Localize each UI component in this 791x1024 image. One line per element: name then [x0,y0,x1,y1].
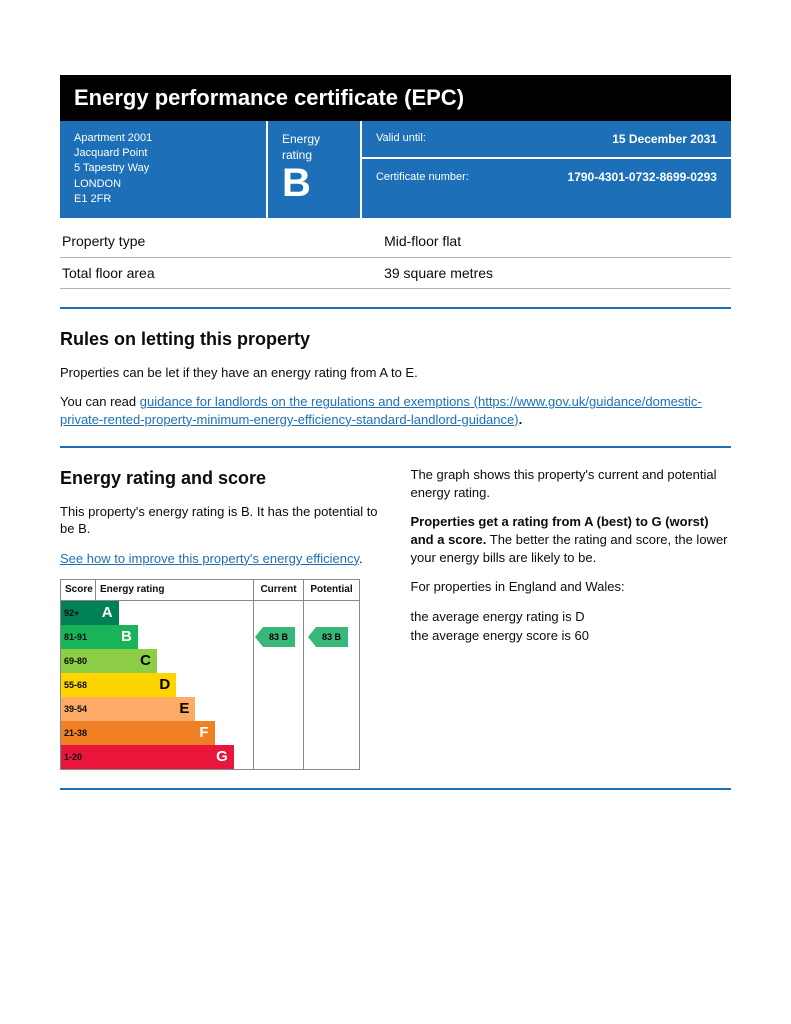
certificate-number-value: 1790-4301-0732-8699-0293 [568,169,717,185]
band-current [254,745,304,769]
rating-right-p3: For properties in England and Wales: [411,578,732,596]
letting-paragraph-2: You can read guidance for landlords on t… [60,393,731,428]
rating-left-p1: This property's energy rating is B. It h… [60,503,381,538]
kv-label: Property type [60,226,382,257]
letting-paragraph-1: Properties can be let if they have an en… [60,364,731,382]
chart-band-row: 1-20 G [61,745,359,769]
band-score: 1-20 [64,745,82,769]
landlord-guidance-link[interactable]: guidance for landlords on the regulation… [60,394,702,427]
band-potential [304,673,359,697]
property-address: Apartment 2001Jacquard Point5 Tapestry W… [60,121,268,218]
section-divider [60,307,731,309]
section-divider [60,446,731,448]
band-current [254,721,304,745]
table-row: Total floor area 39 square metres [60,257,731,289]
band-current: 83 B [254,625,304,649]
chart-band-row: 69-80 C [61,649,359,673]
kv-value: 39 square metres [382,257,731,289]
rating-tag: 83 B [263,627,295,647]
table-row: Property type Mid-floor flat [60,226,731,257]
rating-right-avg-rating: the average energy rating is D [411,608,732,626]
chart-band-row: 39-54 E [61,697,359,721]
chart-head-score: Score [61,580,96,600]
band-potential [304,721,359,745]
chart-band-row: 55-68 D [61,673,359,697]
certificate-number-label: Certificate number: [376,170,469,185]
band-current [254,649,304,673]
band-current [254,697,304,721]
band-potential: 83 B [304,625,359,649]
chart-band-row: 92+ A [61,601,359,625]
band-score: 69-80 [64,649,87,673]
valid-until-row: Valid until: 15 December 2031 [362,121,731,157]
header-rating: Energy rating B [268,121,362,218]
band-potential [304,697,359,721]
page-title: Energy performance certificate (EPC) [60,75,731,121]
valid-until-value: 15 December 2031 [612,131,717,147]
energy-rating-chart: Score Energy rating Current Potential 92… [60,579,360,770]
band-score: 39-54 [64,697,87,721]
chart-head-potential: Potential [304,580,359,600]
rating-letter: B [282,166,346,200]
header-panel: Apartment 2001Jacquard Point5 Tapestry W… [60,121,731,218]
band-score: 81-91 [64,625,87,649]
rating-right-p1: The graph shows this property's current … [411,466,732,501]
letting-p2-prefix: You can read [60,394,140,409]
band-score: 92+ [64,601,79,625]
band-potential [304,745,359,769]
band-current [254,601,304,625]
rating-right-p2: Properties get a rating from A (best) to… [411,513,732,566]
chart-head-current: Current [254,580,304,600]
rating-label: Energy rating [282,131,346,163]
band-current [254,673,304,697]
improve-efficiency-link[interactable]: See how to improve this property's energ… [60,551,359,566]
rating-tag: 83 B [316,627,348,647]
kv-value: Mid-floor flat [382,226,731,257]
rating-right-avg-score: the average energy score is 60 [411,627,732,645]
section-divider [60,788,731,790]
band-bar-G: G [61,745,234,769]
kv-label: Total floor area [60,257,382,289]
valid-until-label: Valid until: [376,131,426,146]
band-score: 55-68 [64,673,87,697]
band-score: 21-38 [64,721,87,745]
band-potential [304,601,359,625]
certificate-number-row: Certificate number: 1790-4301-0732-8699-… [362,157,731,195]
chart-band-row: 21-38 F [61,721,359,745]
band-potential [304,649,359,673]
property-details-table: Property type Mid-floor flat Total floor… [60,226,731,290]
rating-heading: Energy rating and score [60,466,381,490]
chart-band-row: 81-91 B 83 B 83 B [61,625,359,649]
letting-heading: Rules on letting this property [60,327,731,351]
improve-efficiency-suffix: . [359,551,363,566]
letting-p2-suffix: . [519,412,523,427]
chart-head-rating: Energy rating [96,580,254,600]
